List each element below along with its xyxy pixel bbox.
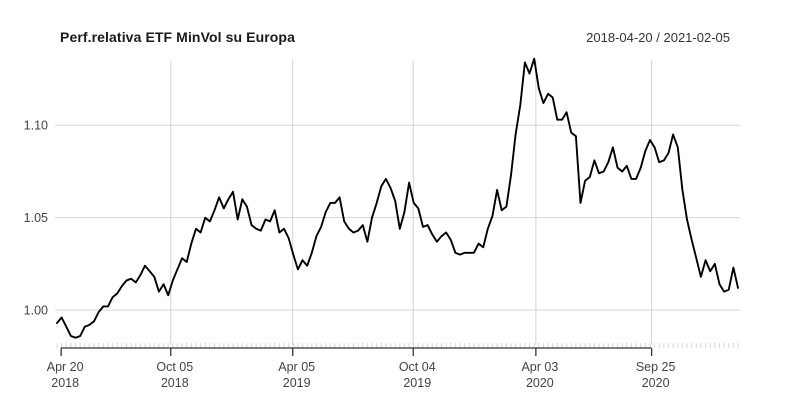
y-tick-label: 1.05	[24, 211, 48, 225]
chart-date-range: 2018-04-20 / 2021-02-05	[586, 30, 730, 45]
chart-title: Perf.relativa ETF MinVol su Europa	[60, 29, 295, 45]
x-tick-label-year: 2020	[642, 376, 670, 390]
x-tick-label-date: Apr 20	[47, 360, 84, 374]
x-tick-label-year: 2020	[526, 376, 554, 390]
x-tick-label-year: 2019	[283, 376, 311, 390]
y-tick-label: 1.00	[24, 304, 48, 318]
x-tick-label-date: Apr 03	[521, 360, 558, 374]
x-tick-label-date: Oct 04	[399, 360, 436, 374]
y-tick-label: 1.10	[24, 119, 48, 133]
price-line	[56, 57, 739, 339]
x-tick-label-date: Oct 05	[156, 360, 193, 374]
x-tick-label-date: Apr 05	[278, 360, 315, 374]
x-tick-label-date: Sep 25	[636, 360, 676, 374]
x-tick-label-year: 2018	[161, 376, 189, 390]
x-tick-label-year: 2019	[403, 376, 431, 390]
x-tick-label-year: 2018	[51, 376, 79, 390]
